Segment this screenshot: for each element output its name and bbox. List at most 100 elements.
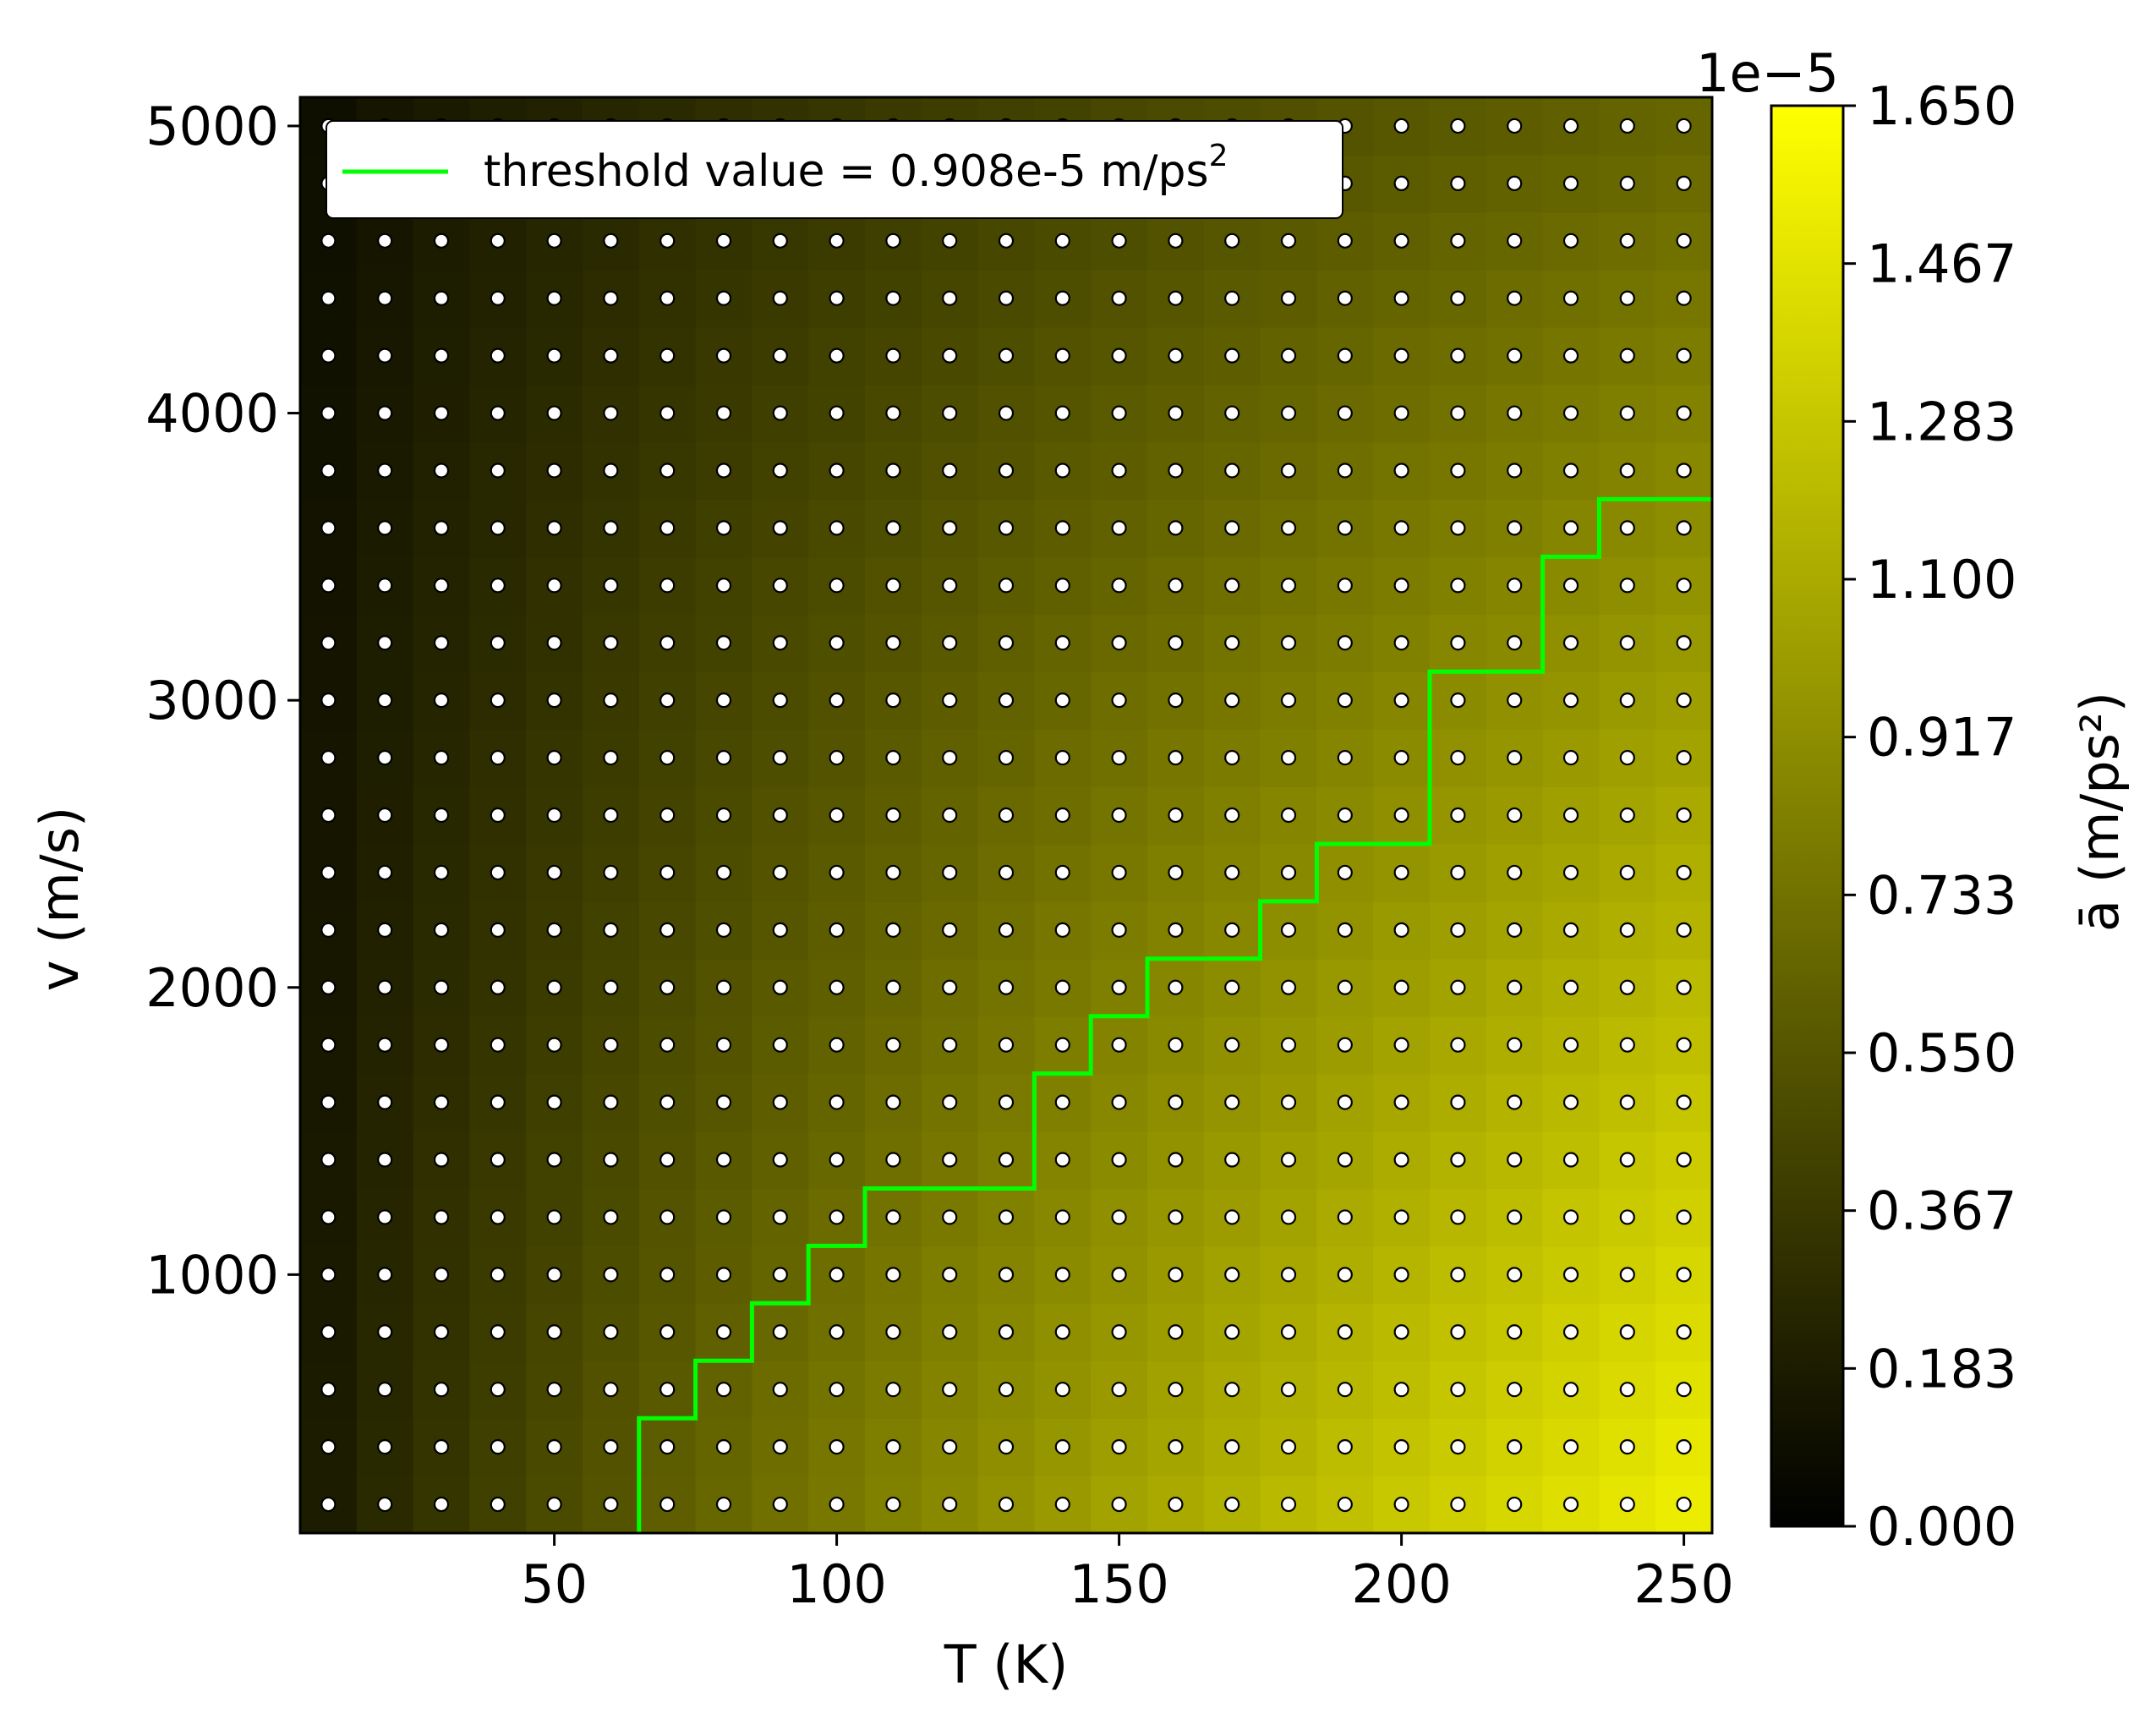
- sample-point: [942, 520, 958, 536]
- sample-point: [1168, 693, 1184, 709]
- sample-point: [715, 864, 732, 881]
- sample-point: [1562, 1267, 1579, 1283]
- sample-point: [320, 1267, 337, 1283]
- sample-point: [1168, 1267, 1184, 1283]
- sample-point: [1224, 807, 1240, 824]
- sample-point: [1393, 1152, 1409, 1168]
- sample-point: [1168, 290, 1184, 306]
- sample-point: [829, 348, 845, 364]
- sample-point: [1450, 693, 1466, 709]
- sample-point: [1507, 1209, 1523, 1225]
- x-tick-label: 50: [521, 1553, 588, 1615]
- sample-point: [603, 1496, 619, 1513]
- sample-point: [659, 348, 676, 364]
- sample-point: [320, 749, 337, 766]
- sample-point: [998, 1209, 1015, 1225]
- sample-point: [659, 807, 676, 824]
- sample-point: [1507, 1324, 1523, 1340]
- sample-point: [829, 979, 845, 995]
- sample-point: [1111, 1267, 1127, 1283]
- sample-point: [1619, 520, 1635, 536]
- sample-point: [659, 1094, 676, 1110]
- sample-point: [1224, 405, 1240, 421]
- sample-point: [1111, 233, 1127, 249]
- sample-point: [546, 1382, 562, 1398]
- sample-point: [998, 405, 1015, 421]
- sample-point: [320, 922, 337, 938]
- sample-point: [1168, 807, 1184, 824]
- sample-point: [942, 749, 958, 766]
- plot-frame: [298, 96, 1714, 1535]
- x-axis-ticks: 50 100 150 200 250: [521, 1533, 1734, 1615]
- sample-point: [433, 1324, 450, 1340]
- sample-point: [998, 864, 1015, 881]
- sample-point: [1168, 1382, 1184, 1398]
- legend-label-threshold: threshold value = 0.908e-5 m/ps2: [484, 139, 1228, 197]
- sample-point: [885, 807, 901, 824]
- sample-point: [490, 1037, 506, 1053]
- sample-point: [1619, 1439, 1635, 1455]
- sample-point: [772, 1324, 788, 1340]
- sample-point: [377, 749, 393, 766]
- sample-point: [772, 1209, 788, 1225]
- sample-point: [942, 979, 958, 995]
- sample-point: [377, 1152, 393, 1168]
- sample-point: [1054, 578, 1070, 594]
- sample-point: [772, 1037, 788, 1053]
- sample-point: [1168, 864, 1184, 881]
- sample-point: [603, 807, 619, 824]
- sample-point: [433, 922, 450, 938]
- sample-point: [885, 635, 901, 651]
- sample-point: [1619, 749, 1635, 766]
- sample-point: [942, 1439, 958, 1455]
- sample-point: [1224, 749, 1240, 766]
- sample-point: [1337, 578, 1353, 594]
- sample-point: [715, 922, 732, 938]
- sample-point: [1224, 1209, 1240, 1225]
- colorbar-tick-label: 0.367: [1867, 1180, 2017, 1242]
- sample-point: [1676, 979, 1692, 995]
- sample-point: [377, 1209, 393, 1225]
- sample-point: [1393, 922, 1409, 938]
- sample-point: [1280, 348, 1297, 364]
- sample-point: [998, 979, 1015, 995]
- sample-point: [1168, 233, 1184, 249]
- sample-point: [1111, 463, 1127, 479]
- sample-point: [1507, 118, 1523, 134]
- sample-point: [1562, 635, 1579, 651]
- sample-point: [1054, 693, 1070, 709]
- sample-point: [377, 233, 393, 249]
- sample-point: [998, 1037, 1015, 1053]
- sample-point: [885, 922, 901, 938]
- sample-point: [829, 1209, 845, 1225]
- sample-point: [829, 405, 845, 421]
- sample-point: [1507, 175, 1523, 191]
- sample-point: [490, 290, 506, 306]
- sample-point: [1280, 1037, 1297, 1053]
- sample-point: [1280, 578, 1297, 594]
- sample-point: [659, 233, 676, 249]
- colorbar-ticks: 0.000 0.183 0.367 0.550 0.733 0.917 1.100 1.283…: [1843, 75, 2017, 1558]
- sample-point: [1337, 1037, 1353, 1053]
- sample-point: [829, 1496, 845, 1513]
- sample-point: [829, 1037, 845, 1053]
- sample-point: [320, 578, 337, 594]
- sample-point: [1224, 578, 1240, 594]
- sample-point: [1054, 463, 1070, 479]
- sample-point: [1507, 520, 1523, 536]
- sample-point: [885, 1209, 901, 1225]
- sample-point: [1450, 1267, 1466, 1283]
- sample-point: [1168, 922, 1184, 938]
- sample-point: [885, 348, 901, 364]
- y-axis-ticks: 1000 2000 3000 4000 5000: [145, 96, 300, 1306]
- sample-point: [1676, 1439, 1692, 1455]
- sample-point: [320, 233, 337, 249]
- sample-point: [715, 1439, 732, 1455]
- sample-point: [603, 1267, 619, 1283]
- sample-point: [1168, 463, 1184, 479]
- sample-point: [1054, 1037, 1070, 1053]
- sample-point: [1619, 922, 1635, 938]
- sample-point: [1224, 922, 1240, 938]
- sample-point: [772, 520, 788, 536]
- sample-point: [1507, 290, 1523, 306]
